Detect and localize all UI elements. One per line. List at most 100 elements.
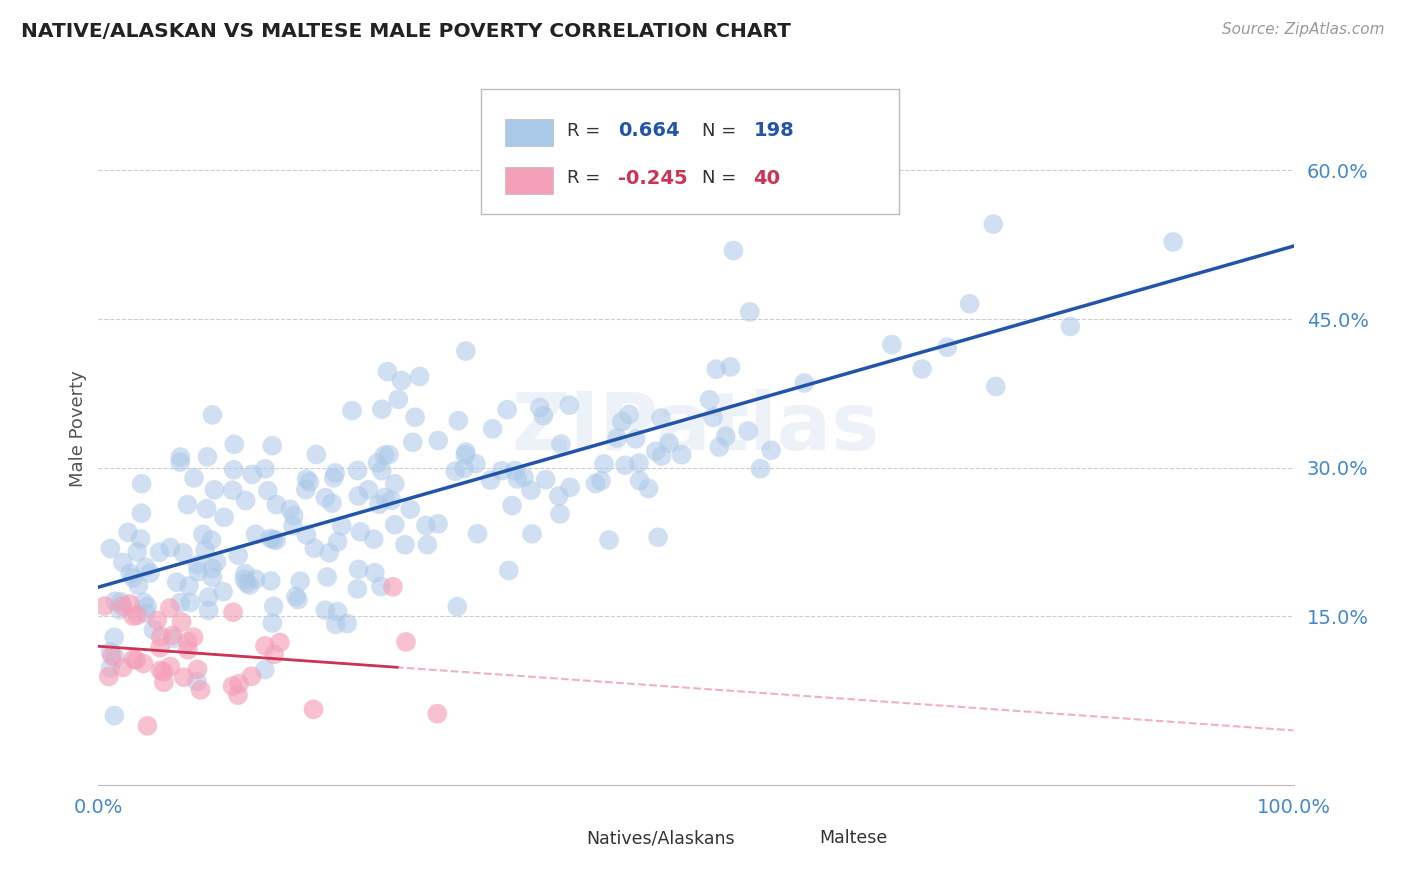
- FancyBboxPatch shape: [505, 167, 553, 194]
- Point: [381, 580, 404, 594]
- Point: [936, 340, 959, 354]
- Point: [738, 305, 761, 319]
- Point: [245, 527, 267, 541]
- Point: [233, 572, 256, 586]
- Point: [176, 498, 198, 512]
- Point: [122, 571, 145, 585]
- Point: [737, 424, 759, 438]
- Text: Natives/Alaskans: Natives/Alaskans: [586, 830, 735, 847]
- Point: [447, 414, 470, 428]
- Point: [149, 630, 172, 644]
- Point: [520, 483, 543, 498]
- Point: [122, 652, 145, 666]
- Point: [723, 244, 745, 258]
- Point: [454, 445, 477, 459]
- Point: [598, 533, 620, 547]
- Point: [260, 574, 283, 588]
- Point: [224, 437, 246, 451]
- Point: [395, 635, 418, 649]
- Point: [325, 617, 347, 632]
- Point: [628, 474, 651, 488]
- Point: [610, 415, 633, 429]
- Point: [110, 595, 132, 609]
- Point: [240, 669, 263, 683]
- Point: [221, 679, 243, 693]
- Point: [228, 677, 250, 691]
- Point: [322, 471, 344, 485]
- Point: [263, 533, 285, 547]
- Point: [259, 532, 281, 546]
- Point: [222, 483, 245, 498]
- Point: [240, 467, 263, 482]
- Point: [387, 392, 409, 407]
- Point: [404, 410, 426, 425]
- Point: [444, 464, 467, 478]
- Point: [550, 437, 572, 451]
- Point: [127, 545, 149, 559]
- Point: [371, 464, 394, 478]
- Point: [135, 606, 157, 620]
- Point: [108, 603, 131, 617]
- Point: [314, 491, 336, 505]
- Point: [416, 538, 439, 552]
- Point: [709, 440, 731, 454]
- Point: [718, 359, 741, 374]
- Point: [378, 448, 401, 462]
- Point: [284, 590, 307, 604]
- Point: [149, 664, 172, 678]
- Point: [146, 614, 169, 628]
- Point: [233, 566, 256, 581]
- Point: [606, 431, 628, 445]
- Point: [560, 480, 582, 494]
- Point: [295, 472, 318, 486]
- Point: [984, 379, 1007, 393]
- Point: [650, 411, 672, 425]
- Point: [212, 584, 235, 599]
- Point: [194, 542, 217, 557]
- Point: [498, 564, 520, 578]
- Point: [226, 548, 249, 562]
- Point: [453, 461, 475, 475]
- Point: [191, 527, 214, 541]
- Point: [558, 398, 581, 412]
- Point: [132, 657, 155, 671]
- Point: [548, 507, 571, 521]
- Point: [287, 592, 309, 607]
- Point: [253, 639, 276, 653]
- Point: [97, 669, 120, 683]
- Text: R =: R =: [567, 169, 606, 187]
- Point: [377, 365, 399, 379]
- Point: [793, 376, 815, 390]
- Point: [467, 526, 489, 541]
- Point: [314, 603, 336, 617]
- Point: [118, 597, 141, 611]
- Point: [264, 533, 287, 548]
- Text: R =: R =: [567, 121, 606, 139]
- Point: [911, 362, 934, 376]
- Point: [704, 362, 727, 376]
- Point: [177, 579, 200, 593]
- Point: [205, 555, 228, 569]
- FancyBboxPatch shape: [481, 89, 900, 214]
- Point: [637, 482, 659, 496]
- Y-axis label: Male Poverty: Male Poverty: [69, 370, 87, 486]
- Point: [98, 661, 122, 675]
- Text: 0.664: 0.664: [619, 121, 681, 140]
- Point: [183, 630, 205, 644]
- Text: N =: N =: [702, 169, 742, 187]
- Point: [316, 570, 339, 584]
- Point: [326, 605, 349, 619]
- Point: [479, 473, 502, 487]
- Point: [323, 466, 346, 480]
- Point: [506, 472, 529, 486]
- Point: [262, 616, 284, 631]
- Point: [263, 599, 285, 614]
- Point: [127, 608, 149, 623]
- Point: [391, 374, 413, 388]
- Point: [135, 560, 157, 574]
- Point: [671, 448, 693, 462]
- Point: [195, 501, 218, 516]
- Point: [340, 403, 363, 417]
- Point: [368, 497, 391, 511]
- Point: [503, 464, 526, 478]
